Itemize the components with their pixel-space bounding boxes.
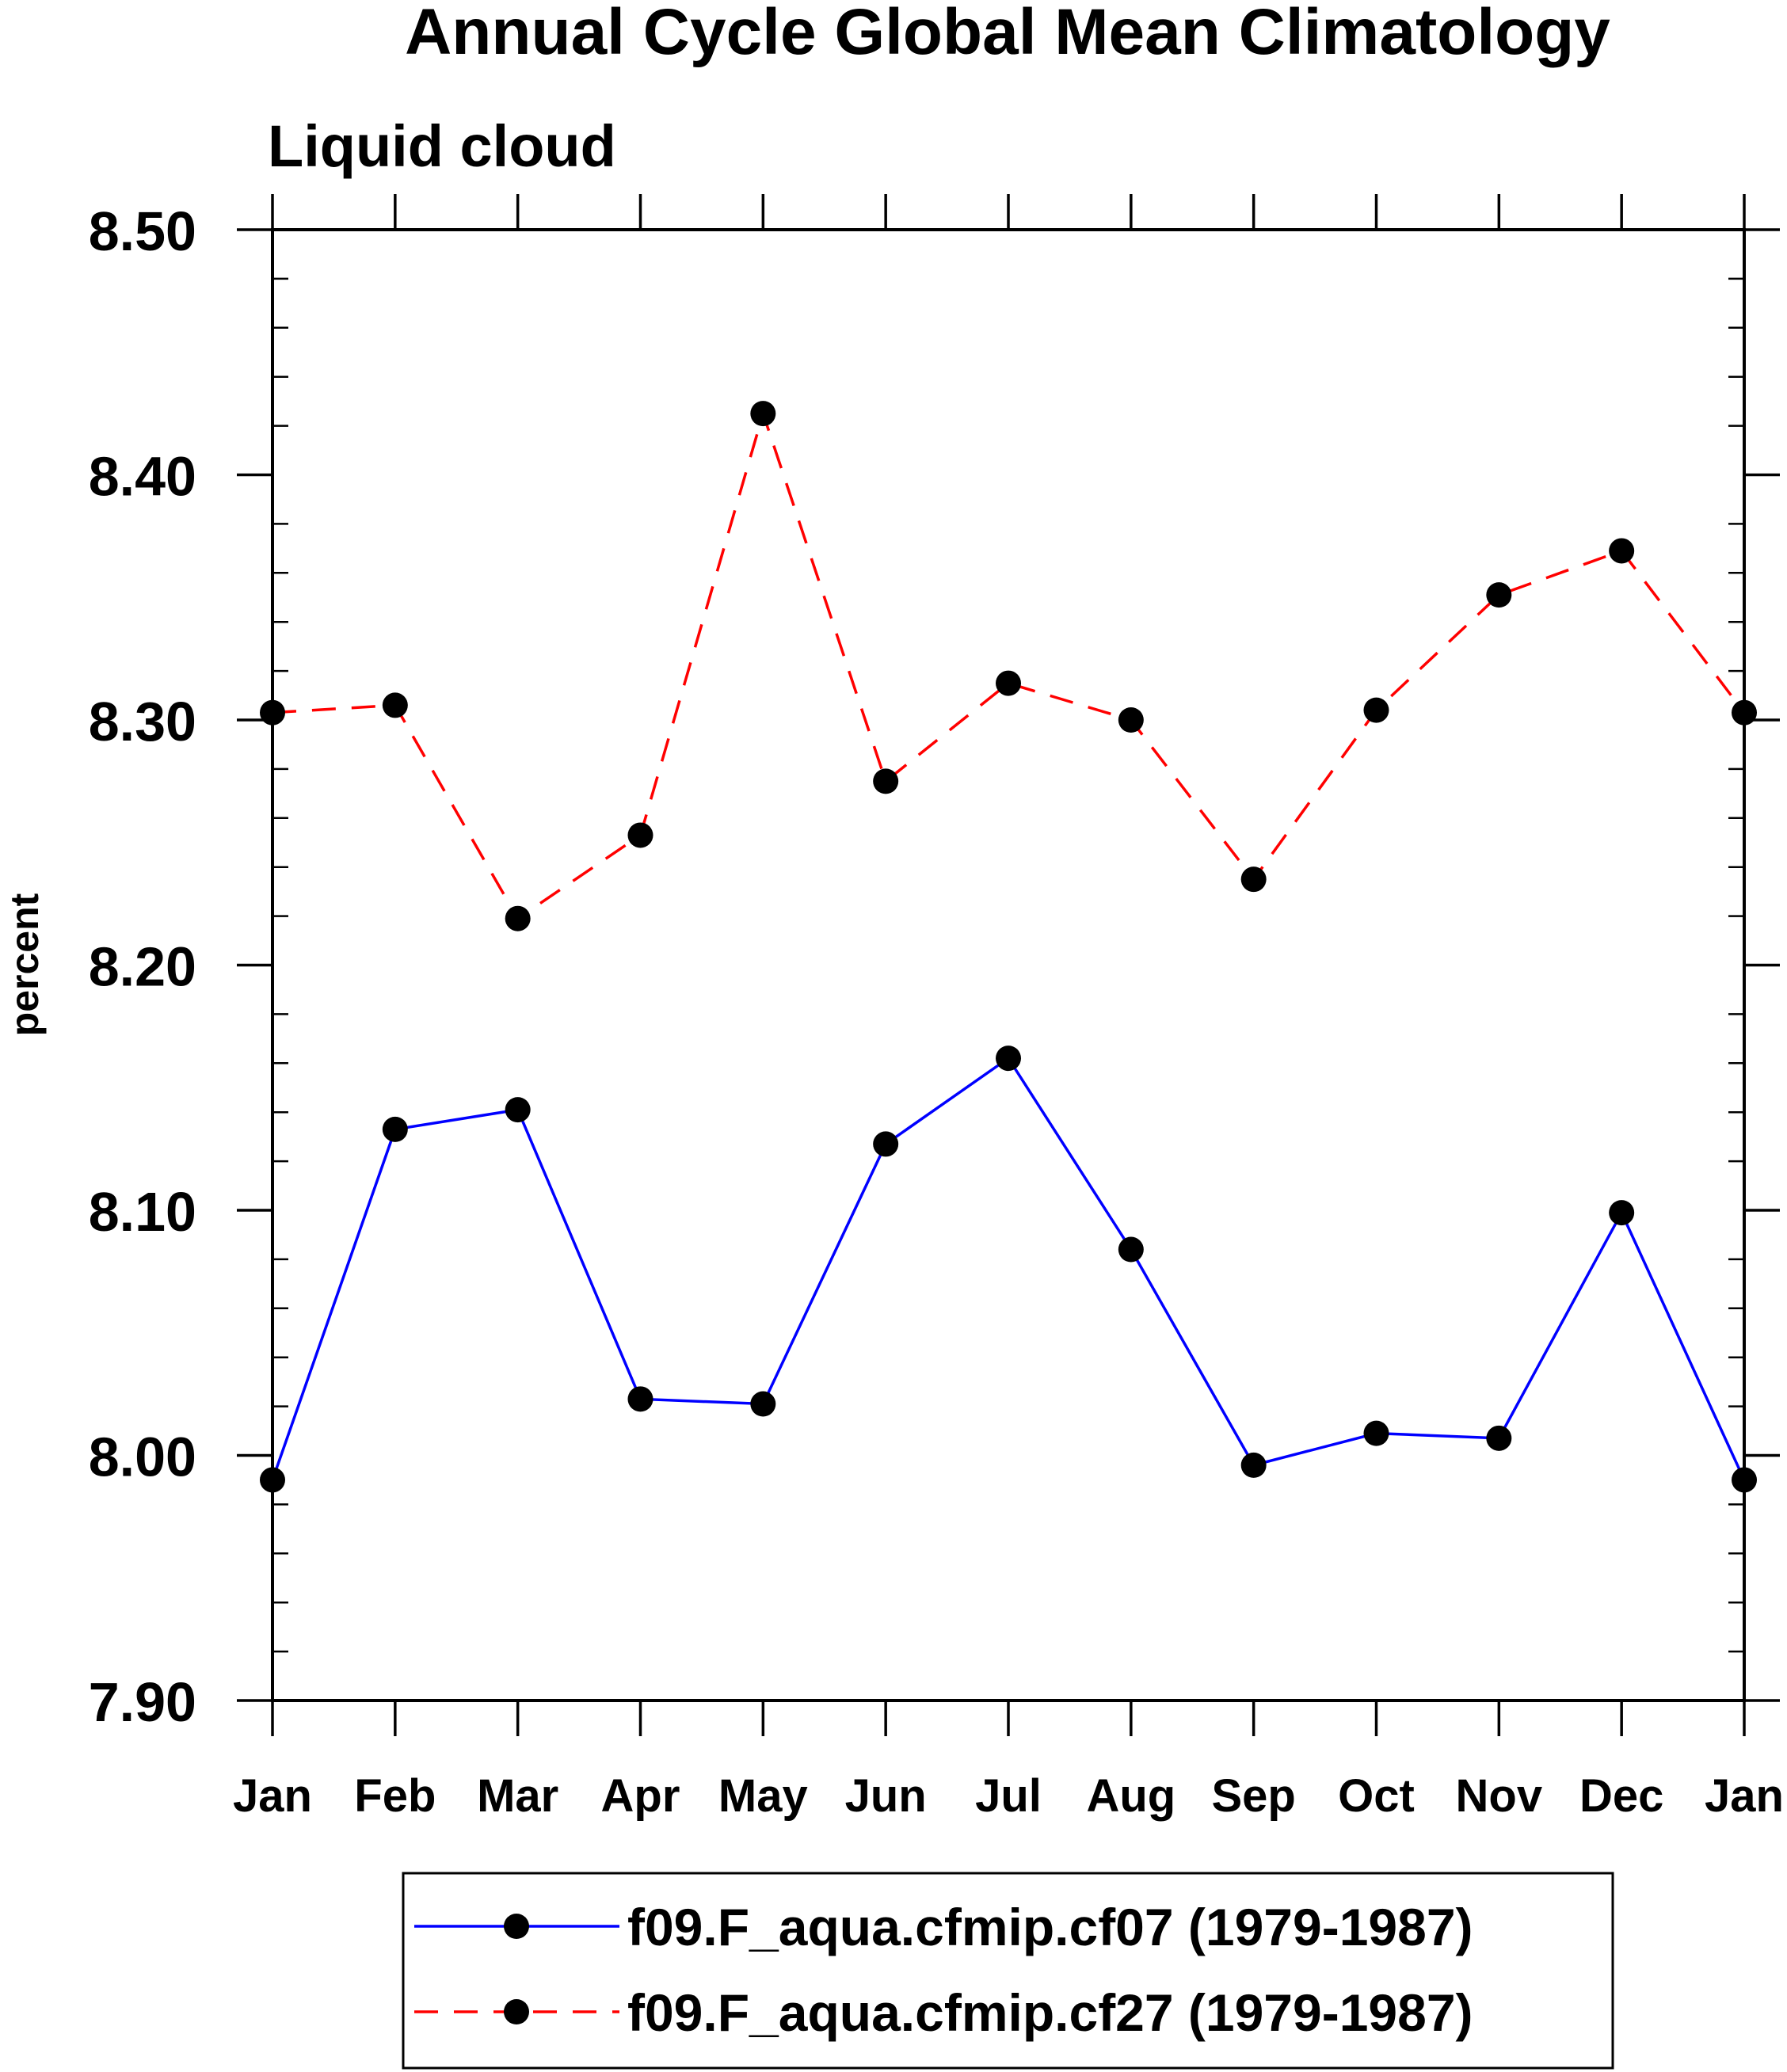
series-2-point <box>505 905 531 931</box>
chart-title: Annual Cycle Global Mean Climatology <box>405 0 1610 68</box>
x-tick-label: May <box>718 1770 808 1822</box>
series-1-point <box>1609 1200 1635 1226</box>
y-tick-label: 8.30 <box>89 691 196 752</box>
legend-label-2: f09.F_aqua.cfmip.cf27 (1979-1987) <box>627 1983 1473 2042</box>
y-axis-label: percent <box>2 893 47 1036</box>
x-tick-label: Jan <box>1705 1770 1784 1822</box>
x-tick-label: Sep <box>1211 1770 1295 1822</box>
y-tick-label: 8.10 <box>89 1181 196 1243</box>
y-tick-label: 8.20 <box>89 936 196 998</box>
series-2-point <box>1609 538 1635 564</box>
chart-subtitle: Liquid cloud <box>268 113 616 179</box>
y-tick-label: 8.00 <box>89 1426 196 1488</box>
series-2-point <box>1486 582 1512 608</box>
series-1-point <box>505 1097 531 1123</box>
legend-entries: f09.F_aqua.cfmip.cf07 (1979-1987) f09.F_a… <box>414 1898 1473 2042</box>
legend-marker-1 <box>504 1914 529 1939</box>
series-line-2 <box>272 409 1746 921</box>
minor-ticks <box>272 277 1744 1653</box>
series-line-1 <box>271 1056 1746 1481</box>
series-2-point <box>1363 697 1389 723</box>
series-2-point <box>1118 707 1144 733</box>
series-1-point <box>1240 1452 1267 1478</box>
x-tick-label: Jan <box>233 1770 312 1822</box>
y-tick-label: 8.50 <box>89 200 196 262</box>
x-tick-label: Dec <box>1579 1770 1663 1822</box>
legend-label-1: f09.F_aqua.cfmip.cf07 (1979-1987) <box>627 1898 1473 1956</box>
x-tick-label: Apr <box>601 1770 680 1822</box>
y-tick-label: 8.40 <box>89 446 196 508</box>
x-tick-label: Oct <box>1338 1770 1415 1822</box>
x-tick-labels: Jan Feb Mar Apr May Jun Jul Aug Sep Oct Nov Dec Jan <box>233 1770 1784 1822</box>
series-2-point <box>627 822 653 848</box>
series-2-point <box>1240 867 1267 893</box>
series-2-point <box>996 670 1021 696</box>
x-tick-label: Jun <box>845 1770 927 1822</box>
x-tick-label: Aug <box>1086 1770 1175 1822</box>
series-2-point <box>873 768 899 794</box>
legend: f09.F_aqua.cfmip.cf07 (1979-1987) f09.F_a… <box>402 1872 1614 2070</box>
series-markers <box>260 401 1757 1493</box>
series-lines <box>271 409 1746 1481</box>
x-tick-label: Feb <box>354 1770 436 1822</box>
series-1-point <box>1486 1425 1512 1451</box>
x-tick-label: Nov <box>1456 1770 1543 1822</box>
y-tick-label: 7.90 <box>89 1671 196 1733</box>
series-1-point <box>996 1046 1021 1072</box>
legend-marker-2 <box>504 1999 529 2024</box>
series-1-point <box>627 1386 653 1412</box>
x-tick-label: Mar <box>477 1770 558 1822</box>
series-2-point <box>382 692 408 718</box>
series-1-point <box>1118 1236 1144 1263</box>
legend-box <box>402 1872 1614 2070</box>
x-tick-label: Jul <box>975 1770 1042 1822</box>
series-1-point <box>1363 1420 1389 1446</box>
major-ticks <box>237 194 1780 1736</box>
series-2-point <box>750 401 776 427</box>
series-1-point <box>873 1131 899 1157</box>
series-1-point <box>382 1116 408 1142</box>
y-tick-labels: 7.90 8.00 8.10 8.20 8.30 8.40 8.50 <box>89 200 196 1733</box>
series-1-point <box>750 1391 776 1417</box>
plot-frame <box>271 228 1746 1702</box>
